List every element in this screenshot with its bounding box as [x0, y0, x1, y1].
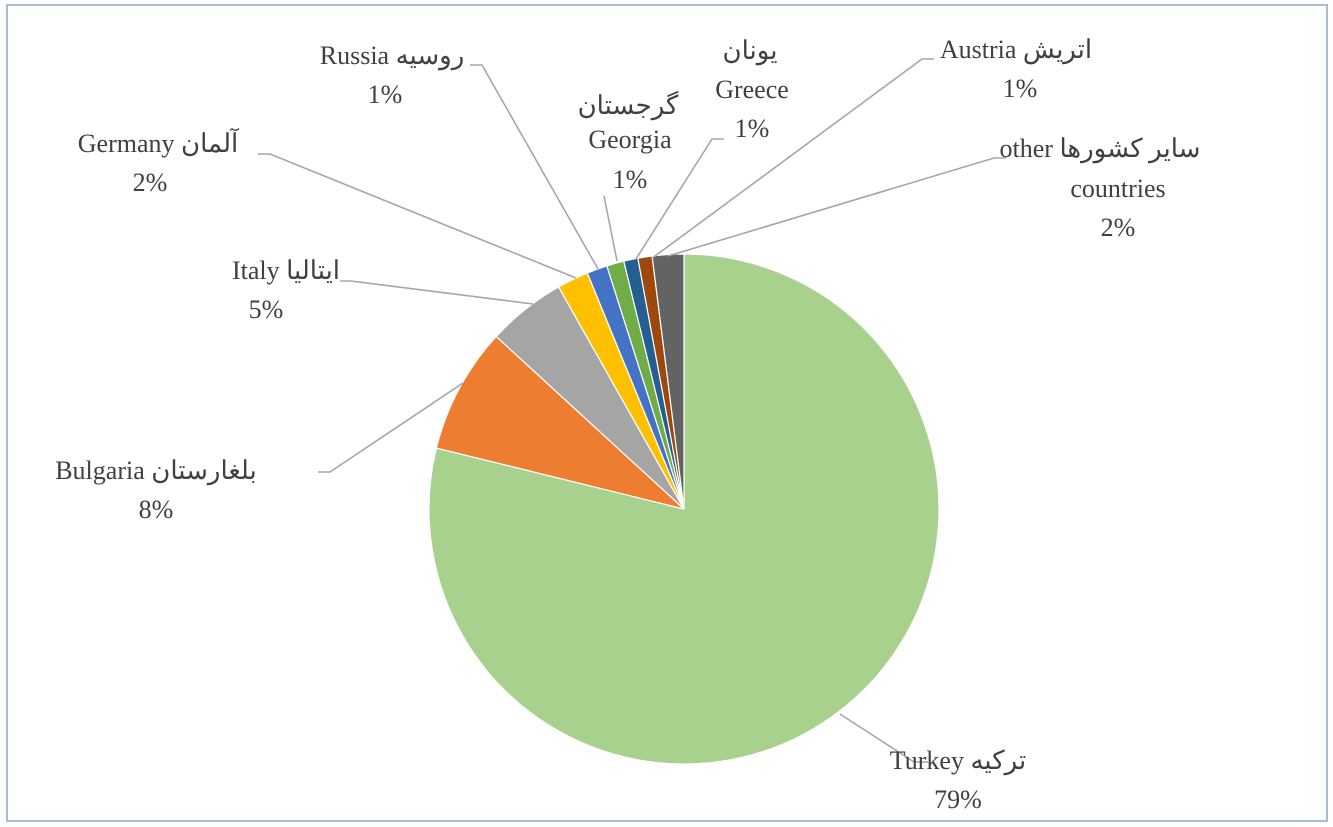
- data-label-other-countries-line3: 2%: [1101, 213, 1136, 242]
- data-label-bulgaria-line1: Bulgaria بلغارستان: [55, 456, 257, 486]
- pie-slice-other-countries: [651, 253, 685, 510]
- data-label-other-countries-line2: countries: [1070, 174, 1165, 203]
- data-label-greece-line3: 1%: [735, 114, 770, 143]
- data-label-turkey-line2: 79%: [934, 785, 982, 814]
- leader-line-russia: [470, 64, 599, 270]
- leader-line-italy: [340, 280, 534, 305]
- data-label-russia-line2: 1%: [368, 80, 403, 109]
- data-label-georgia-line2: Georgia: [588, 125, 672, 154]
- data-labels: Turkey ترکیه 79% Bulgaria بلغارستان 8% Italy…: [55, 35, 1200, 814]
- pie-chart: Turkey ترکیه 79% Bulgaria بلغارستان 8% Italy…: [55, 35, 1200, 814]
- data-label-italy-line1: Italy ایتالیا: [232, 256, 340, 285]
- data-label-bulgaria-line2: 8%: [139, 495, 174, 524]
- data-label-greece-line2: Greece: [715, 75, 789, 104]
- leader-line-greece: [635, 138, 724, 260]
- data-label-italy-line2: 5%: [249, 295, 284, 324]
- data-label-austria-line2: 1%: [1003, 74, 1038, 103]
- data-label-georgia-line1: گرجستان: [578, 90, 679, 121]
- leader-line-turkey: [839, 713, 928, 763]
- leader-line-georgia: [603, 195, 618, 262]
- leader-line-bulgaria: [318, 382, 464, 473]
- leader-lines: [258, 58, 1006, 763]
- pie-slices: [428, 253, 940, 765]
- chart-frame: Turkey ترکیه 79% Bulgaria بلغارستان 8% Italy…: [6, 4, 1328, 822]
- data-label-germany-line2: 2%: [133, 168, 168, 197]
- data-label-georgia-line3: 1%: [613, 165, 648, 194]
- pie-slice-bulgaria: [435, 335, 685, 510]
- leader-line-germany: [258, 153, 577, 279]
- leader-line-austria: [650, 58, 934, 260]
- data-label-russia-line1: Russia روسیه: [320, 41, 465, 71]
- data-label-greece-line1: یونان: [723, 36, 778, 66]
- data-label-other-countries-line1: other سایر کشورها: [1000, 134, 1201, 164]
- data-label-austria-line1: Austria اتریش: [940, 35, 1092, 65]
- data-label-germany-line1: Germany آلمان: [78, 127, 240, 158]
- data-label-turkey-line1: Turkey ترکیه: [890, 746, 1026, 776]
- leader-line-other-countries: [667, 157, 1006, 257]
